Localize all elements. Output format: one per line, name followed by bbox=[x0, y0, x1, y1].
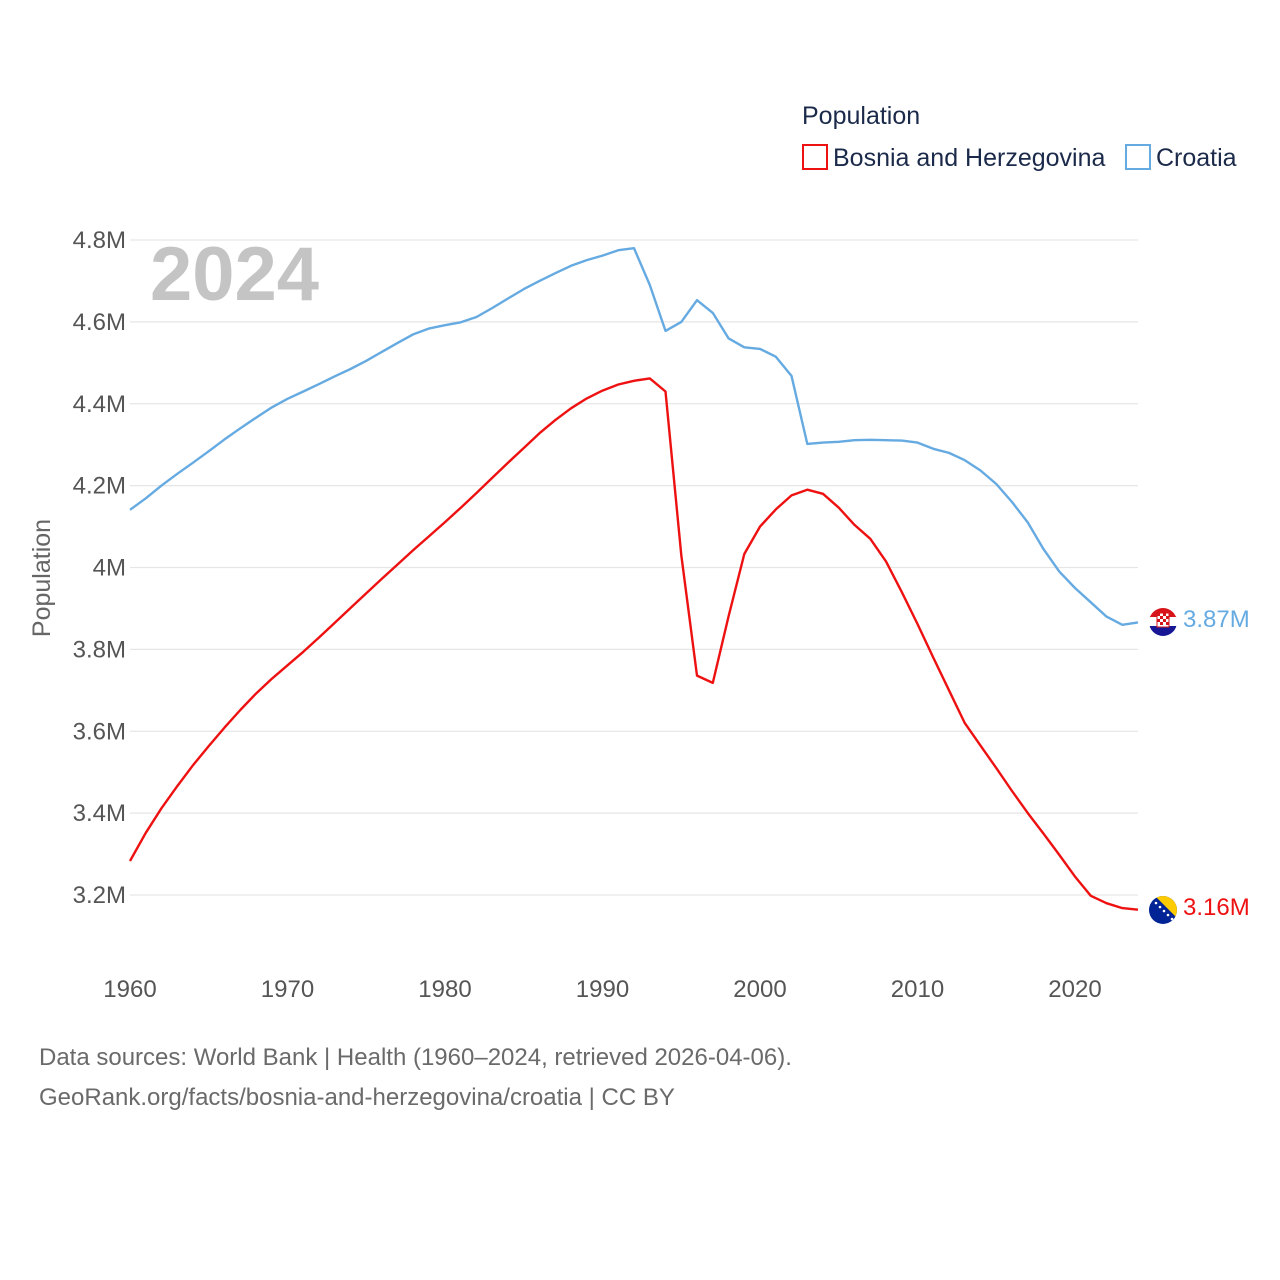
y-tick-label: 3.8M bbox=[73, 636, 126, 663]
y-tick-label: 4.4M bbox=[73, 391, 126, 418]
series-line-bosnia-and-herzegovina[interactable] bbox=[128, 377, 1139, 911]
gridlines bbox=[130, 239, 1138, 896]
x-tick-label: 2010 bbox=[891, 976, 944, 1003]
y-tick-label: 4M bbox=[93, 555, 126, 582]
bosnia-flag-icon bbox=[1149, 896, 1177, 924]
end-label-croatia: 3.87M bbox=[1183, 606, 1250, 633]
x-tick-label: 1990 bbox=[576, 976, 629, 1003]
legend-label-croatia: Croatia bbox=[1156, 144, 1237, 172]
y-tick-label: 4.2M bbox=[73, 473, 126, 500]
legend-item-croatia[interactable]: Croatia bbox=[1125, 144, 1237, 172]
legend-title: Population bbox=[802, 102, 920, 130]
year-label: 2024 bbox=[150, 232, 319, 317]
x-tick-label: 1970 bbox=[261, 976, 314, 1003]
end-label-bosnia: 3.16M bbox=[1183, 894, 1250, 921]
x-tick-label: 2020 bbox=[1048, 976, 1101, 1003]
x-tick-label: 2000 bbox=[733, 976, 786, 1003]
y-axis-label: Population bbox=[28, 519, 56, 637]
y-tick-label: 3.2M bbox=[73, 882, 126, 909]
x-tick-label: 1960 bbox=[103, 976, 156, 1003]
y-tick-label: 3.6M bbox=[73, 718, 126, 745]
legend-item-bosnia[interactable]: Bosnia and Herzegovina bbox=[802, 144, 1105, 172]
legend-swatch-croatia bbox=[1125, 144, 1151, 170]
x-tick-label: 1980 bbox=[418, 976, 471, 1003]
series-lines bbox=[128, 246, 1139, 911]
y-axis-ticks: 3.2M 3.4M 3.6M 3.8M 4M 4.2M 4.4M 4.6M 4.8M bbox=[73, 227, 126, 909]
croatia-flag-icon bbox=[1149, 608, 1177, 636]
legend: Population Bosnia and Herzegovina Croati… bbox=[802, 102, 1237, 172]
series-line-croatia[interactable] bbox=[129, 246, 1139, 626]
footer-source: Data sources: World Bank | Health (1960–… bbox=[39, 1044, 792, 1071]
y-tick-label: 3.4M bbox=[73, 800, 126, 827]
x-axis-ticks: 1960 1970 1980 1990 2000 2010 2020 bbox=[103, 976, 1101, 1003]
y-tick-label: 4.6M bbox=[73, 309, 126, 336]
legend-swatch-bosnia bbox=[802, 144, 828, 170]
legend-label-bosnia: Bosnia and Herzegovina bbox=[833, 144, 1105, 172]
y-tick-label: 4.8M bbox=[73, 227, 126, 254]
footer-attribution[interactable]: GeoRank.org/facts/bosnia-and-herzegovina… bbox=[39, 1084, 675, 1111]
